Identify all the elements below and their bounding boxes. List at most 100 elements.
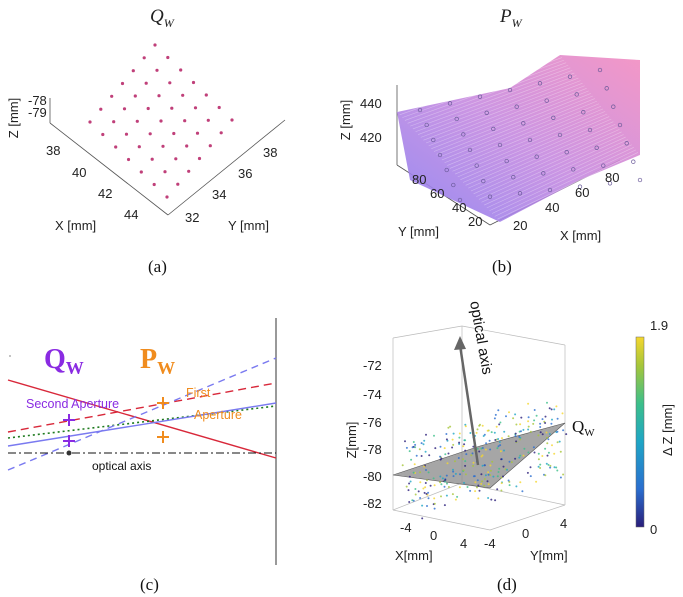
data-point	[532, 422, 535, 425]
data-point	[529, 475, 532, 478]
data-point	[533, 409, 536, 411]
data-point	[498, 441, 501, 443]
data-point	[414, 493, 417, 496]
data-point	[537, 465, 540, 468]
data-point	[424, 122, 429, 128]
data-point	[424, 450, 427, 453]
data-point	[464, 473, 467, 476]
data-point	[537, 452, 540, 455]
panel-c: QW PW Second Aperture First Aperture opt…	[7, 318, 277, 594]
data-point	[494, 439, 497, 441]
data-point	[459, 473, 461, 476]
data-point	[500, 458, 503, 461]
data-point	[503, 430, 506, 433]
data-point	[161, 144, 165, 148]
data-point	[499, 444, 502, 447]
data-point	[431, 137, 436, 143]
data-point	[502, 475, 504, 478]
data-point	[208, 144, 212, 148]
data-point	[551, 418, 553, 421]
data-point	[501, 437, 503, 440]
data-point	[411, 446, 414, 449]
data-point	[507, 87, 513, 93]
data-point	[458, 441, 461, 444]
data-point	[515, 485, 518, 488]
data-point	[537, 458, 540, 461]
data-point	[473, 475, 476, 478]
data-point	[546, 436, 548, 439]
data-point	[508, 484, 511, 487]
data-point	[495, 425, 498, 428]
data-point	[480, 482, 483, 485]
data-point	[539, 426, 542, 428]
second-aperture-label: Second Aperture	[26, 397, 119, 411]
data-point	[518, 456, 521, 459]
data-point	[179, 68, 183, 72]
data-point	[474, 490, 477, 493]
data-point	[440, 483, 443, 486]
data-point	[601, 163, 606, 168]
optical-axis-label: optical axis	[92, 459, 151, 473]
data-point	[482, 435, 485, 437]
data-point	[548, 407, 551, 410]
p-label: PW	[140, 344, 175, 378]
y-axis-label: Y[mm]	[530, 548, 568, 563]
data-point	[142, 56, 146, 60]
data-point	[484, 474, 487, 477]
q-plus-markers	[63, 414, 75, 447]
x-tick: 42	[98, 186, 112, 201]
data-point	[487, 473, 490, 476]
data-point	[433, 434, 435, 437]
data-point	[452, 468, 454, 471]
data-point	[556, 441, 559, 444]
mesh-line	[470, 126, 618, 192]
data-point	[408, 482, 411, 485]
data-point	[423, 465, 426, 468]
data-point	[445, 433, 448, 435]
data-point	[480, 447, 483, 450]
data-point	[427, 497, 430, 500]
mesh-line	[489, 144, 632, 211]
y-axis-label: Y [mm]	[398, 224, 439, 239]
data-point	[499, 450, 502, 453]
data-point	[555, 405, 558, 408]
data-point	[444, 167, 449, 173]
y-tick: 36	[238, 166, 252, 181]
x-tick: 40	[545, 200, 559, 215]
y-tick: 80	[412, 172, 426, 187]
data-point	[527, 451, 530, 454]
z-tick: -78	[363, 442, 382, 457]
data-point	[424, 486, 427, 489]
data-point	[445, 494, 448, 497]
data-point	[144, 81, 148, 85]
data-point	[587, 127, 593, 133]
data-point	[539, 463, 542, 466]
mesh-line	[468, 123, 616, 189]
data-point	[185, 144, 189, 148]
data-point	[433, 507, 436, 510]
data-point	[532, 446, 535, 449]
data-point	[476, 447, 479, 450]
z-tick: -74	[363, 387, 382, 402]
mesh-line	[473, 129, 620, 195]
data-point	[409, 480, 412, 483]
panel-b-title: PW	[499, 6, 523, 30]
data-point	[444, 480, 447, 483]
mesh-line	[418, 75, 577, 135]
surface-mesh	[396, 54, 641, 223]
data-point	[474, 163, 479, 168]
data-point	[462, 445, 465, 448]
data-point	[469, 489, 472, 492]
data-point	[415, 454, 418, 457]
y-tick: 4	[560, 516, 567, 531]
data-point	[137, 145, 141, 149]
data-point	[497, 445, 500, 448]
mesh-line	[444, 100, 598, 164]
mesh-line	[425, 82, 583, 144]
data-point	[526, 471, 529, 474]
mesh-line	[399, 57, 563, 116]
data-point	[571, 167, 576, 172]
data-point	[534, 154, 539, 159]
data-point	[101, 132, 105, 137]
data-point	[427, 471, 430, 474]
